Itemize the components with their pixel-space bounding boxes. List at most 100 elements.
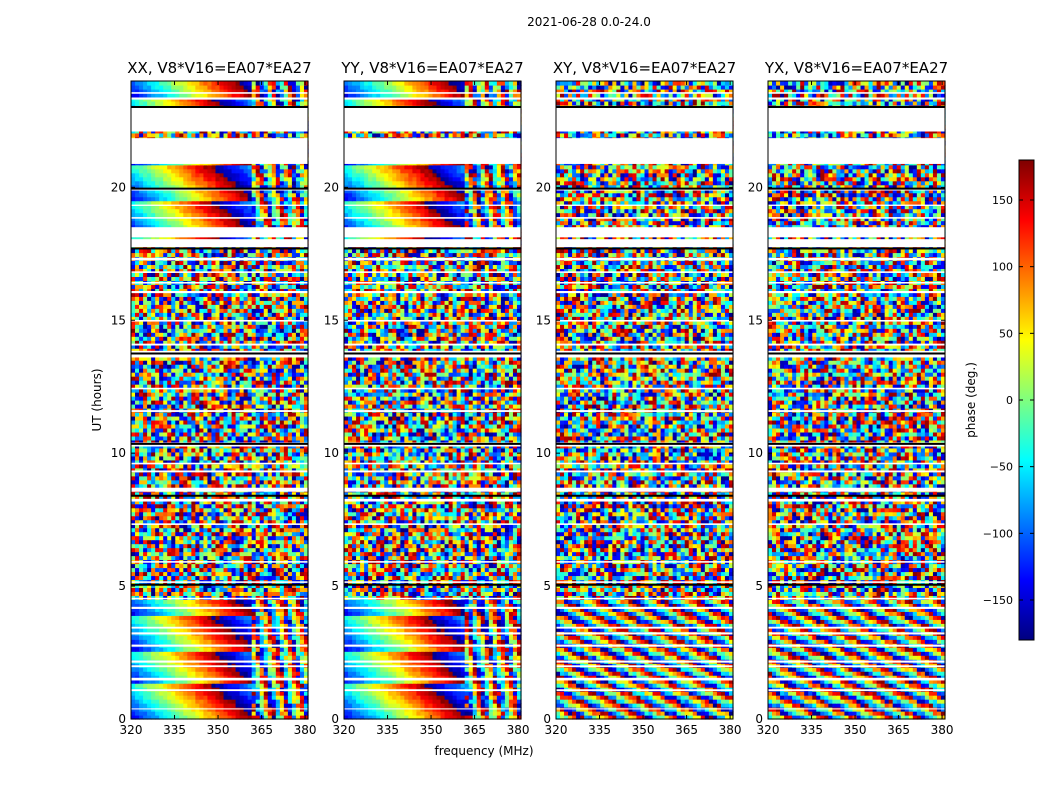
x-tick-label: 335 [376, 723, 399, 737]
flagged-band [768, 487, 945, 492]
flagged-band [131, 660, 308, 663]
y-tick-label: 0 [755, 712, 763, 726]
flagged-band [556, 291, 733, 294]
flagged-band [131, 689, 308, 692]
flagged-band [344, 660, 521, 663]
flagged-band [556, 561, 733, 563]
flagged-band [131, 561, 308, 563]
x-tick-label: 365 [887, 723, 910, 737]
flagged-band [344, 239, 521, 248]
flagged-band [768, 138, 945, 164]
flagged-band [131, 462, 308, 465]
colorbar-label: phase (deg.) [964, 362, 978, 438]
axes-frame [555, 80, 734, 720]
x-tick-label: 365 [675, 723, 698, 737]
y-tick-label: 20 [324, 180, 339, 194]
flagged-band [131, 107, 308, 132]
flagged-band [768, 462, 945, 465]
colorbar-tick-label: −50 [990, 461, 1013, 474]
flagged-band [556, 632, 733, 635]
axes-frame [767, 80, 946, 720]
y-tick-label: 20 [111, 180, 126, 194]
flagged-band [768, 498, 945, 502]
flagged-band [768, 708, 945, 710]
flagged-band [344, 581, 521, 583]
phase-image [344, 81, 522, 720]
x-tick-label: 350 [420, 723, 443, 737]
flagged-band [556, 204, 733, 206]
flagged-band [556, 319, 733, 322]
flagged-band [768, 107, 945, 132]
flagged-band [131, 92, 308, 94]
x-tick-label: 335 [588, 723, 611, 737]
flagged-band [768, 597, 945, 600]
flagged-band [344, 487, 521, 492]
flagged-band [556, 626, 733, 629]
flagged-band [344, 107, 521, 132]
flagged-band [556, 387, 733, 390]
flagged-band [556, 470, 733, 473]
flagged-band [131, 632, 308, 635]
flagged-band [768, 660, 945, 663]
flagged-band [768, 410, 945, 412]
panel-2: 320 335 350 365 380 0 5 10 15 20 YY, V8*V16=EA07*E… [324, 59, 534, 758]
x-tick-label: 365 [463, 723, 486, 737]
flagged-band [556, 665, 733, 668]
flagged-band [768, 271, 945, 273]
panels: 320 335 350 365 380 0 5 10 15 20 XX, V8*V16=EA07*E… [90, 59, 954, 758]
flagged-band [556, 498, 733, 502]
y-tick-label: 15 [748, 313, 763, 327]
flagged-band [344, 644, 521, 647]
flagged-band [131, 387, 308, 390]
flagged-band [768, 319, 945, 322]
flagged-band [131, 708, 308, 710]
flagged-band [131, 97, 308, 100]
flagged-band [344, 689, 521, 692]
flagged-band [556, 410, 733, 412]
flagged-band [556, 138, 733, 164]
x-tick-label: 320 [333, 723, 356, 737]
panel-title: XX, V8*V16=EA07*EA27 [127, 59, 311, 77]
flagged-band [344, 606, 521, 609]
flagged-band [556, 708, 733, 710]
colorbar-tick-label: −150 [983, 594, 1013, 607]
flagged-band [131, 581, 308, 583]
x-tick-label: 365 [250, 723, 273, 737]
y-tick-label: 10 [748, 446, 763, 460]
flagged-band [768, 561, 945, 563]
flagged-band [131, 271, 308, 273]
flagged-band [344, 708, 521, 710]
y-tick-label: 0 [331, 712, 339, 726]
y-tick-label: 20 [536, 180, 551, 194]
flagged-band [344, 138, 521, 164]
flagged-band [556, 462, 733, 465]
colorbar-tick-label: 150 [992, 194, 1013, 207]
flagged-band [556, 92, 733, 94]
phase-image [768, 81, 946, 720]
flagged-band [768, 257, 945, 261]
flagged-band [344, 470, 521, 473]
flagged-band [768, 665, 945, 668]
x-tick-label: 350 [207, 723, 230, 737]
x-tick-label: 320 [545, 723, 568, 737]
x-tick-label: 380 [719, 723, 742, 737]
flagged-band [344, 665, 521, 668]
flagged-band [344, 626, 521, 629]
flagged-band [556, 606, 733, 609]
flagged-band [344, 597, 521, 600]
colorbar: 150 100 50 0 −50 −100 −150 phase (deg.) [964, 159, 1035, 641]
flagged-band [131, 498, 308, 502]
x-tick-label: 320 [120, 723, 143, 737]
flagged-band [344, 281, 521, 284]
flagged-band [344, 561, 521, 563]
flagged-band [768, 92, 945, 94]
x-tick-label: 380 [507, 723, 530, 737]
flagged-band [556, 689, 733, 692]
flagged-band [556, 281, 733, 284]
panel-title: YX, V8*V16=EA07*EA27 [764, 59, 948, 77]
flagged-band [344, 677, 521, 681]
x-tick-label: 350 [844, 723, 867, 737]
y-tick-label: 10 [111, 446, 126, 460]
panel-title: XY, V8*V16=EA07*EA27 [553, 59, 736, 77]
